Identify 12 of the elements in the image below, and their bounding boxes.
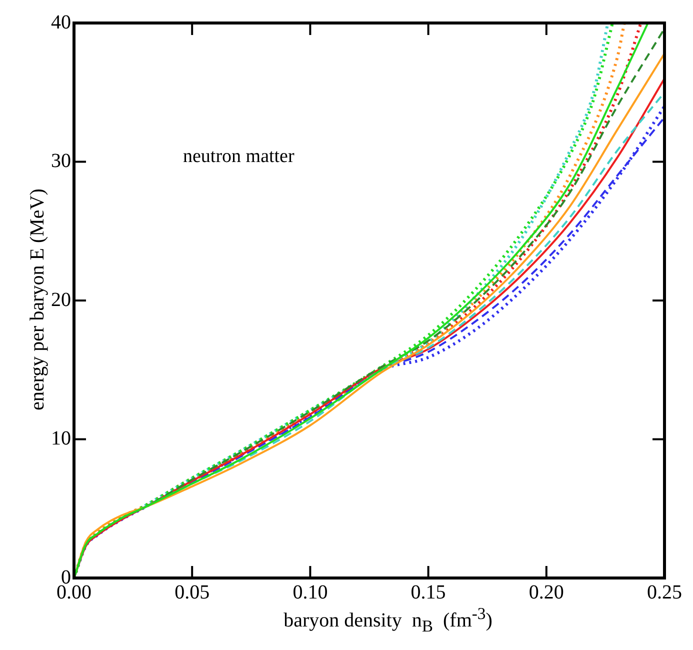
y-tick-label: 30	[51, 150, 71, 172]
y-tick-label: 40	[51, 11, 71, 34]
x-tick-label: 0.05	[174, 581, 210, 604]
x-axis-title: baryon density n$_{B}$ (fm$^{-3}$)	[282, 604, 494, 637]
x-tick-label: 0.15	[410, 581, 446, 604]
y-axis-title: energy per baryon E (MeV)	[26, 188, 50, 412]
x-tick-label: 0.25	[647, 581, 682, 604]
y-tick-label: 20	[51, 288, 71, 311]
x-tick-label: 0.20	[528, 581, 564, 604]
y-tick-label: 10	[51, 428, 71, 450]
annotation: neutron matter	[183, 146, 294, 168]
x-tick-label: 0.10	[292, 581, 328, 604]
